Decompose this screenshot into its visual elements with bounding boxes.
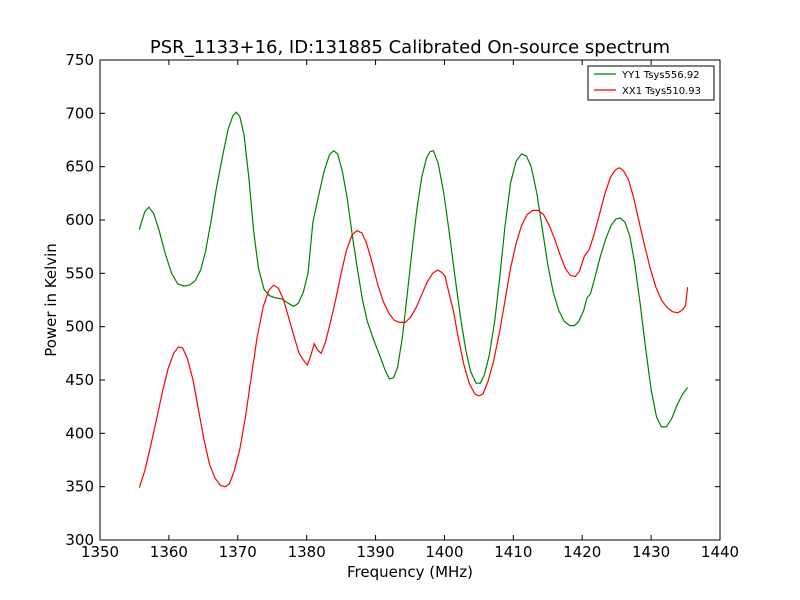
series-line-0 bbox=[138, 111, 689, 428]
legend: YY1 Tsys556.92 XX1 Tsys510.93 bbox=[587, 65, 715, 101]
x-tick-label: 1400 bbox=[425, 543, 463, 561]
x-tick-label: 1370 bbox=[219, 543, 257, 561]
y-tick-label: 550 bbox=[65, 264, 94, 282]
y-axis: 300 350 400 450 500 550 600 650 700 750 bbox=[65, 51, 720, 549]
y-tick-label: 300 bbox=[65, 531, 94, 549]
y-tick-label: 750 bbox=[65, 51, 94, 69]
x-tick-label: 1350 bbox=[81, 543, 119, 561]
y-tick-label: 650 bbox=[65, 158, 94, 176]
series-line-1 bbox=[138, 166, 689, 488]
y-tick-label: 600 bbox=[65, 211, 94, 229]
x-tick-label: 1440 bbox=[701, 543, 739, 561]
x-tick-label: 1420 bbox=[563, 543, 601, 561]
x-tick-label: 1410 bbox=[494, 543, 532, 561]
chart-title: PSR_1133+16, ID:131885 Calibrated On-sou… bbox=[150, 37, 670, 58]
y-tick-label: 500 bbox=[65, 318, 94, 336]
plot-frame bbox=[99, 59, 721, 541]
x-tick-label: 1390 bbox=[356, 543, 394, 561]
x-axis-label: Frequency (MHz) bbox=[347, 563, 473, 581]
y-tick-label: 450 bbox=[65, 371, 94, 389]
legend-label-xx1: XX1 Tsys510.93 bbox=[622, 86, 701, 97]
y-tick-label: 700 bbox=[65, 104, 94, 122]
legend-label-yy1: YY1 Tsys556.92 bbox=[621, 70, 700, 81]
x-tick-label: 1380 bbox=[288, 543, 326, 561]
y-tick-label: 350 bbox=[65, 478, 94, 496]
y-axis-label: Power in Kelvin bbox=[42, 243, 60, 357]
x-tick-label: 1430 bbox=[632, 543, 670, 561]
x-axis: 1350 1360 1370 1380 1390 1400 1410 1420 1430 1440 bbox=[81, 60, 739, 561]
x-tick-label: 1360 bbox=[150, 543, 188, 561]
series-layer bbox=[138, 111, 689, 488]
plot-area bbox=[100, 60, 720, 540]
y-tick-label: 400 bbox=[65, 424, 94, 442]
legend-box bbox=[587, 65, 715, 101]
